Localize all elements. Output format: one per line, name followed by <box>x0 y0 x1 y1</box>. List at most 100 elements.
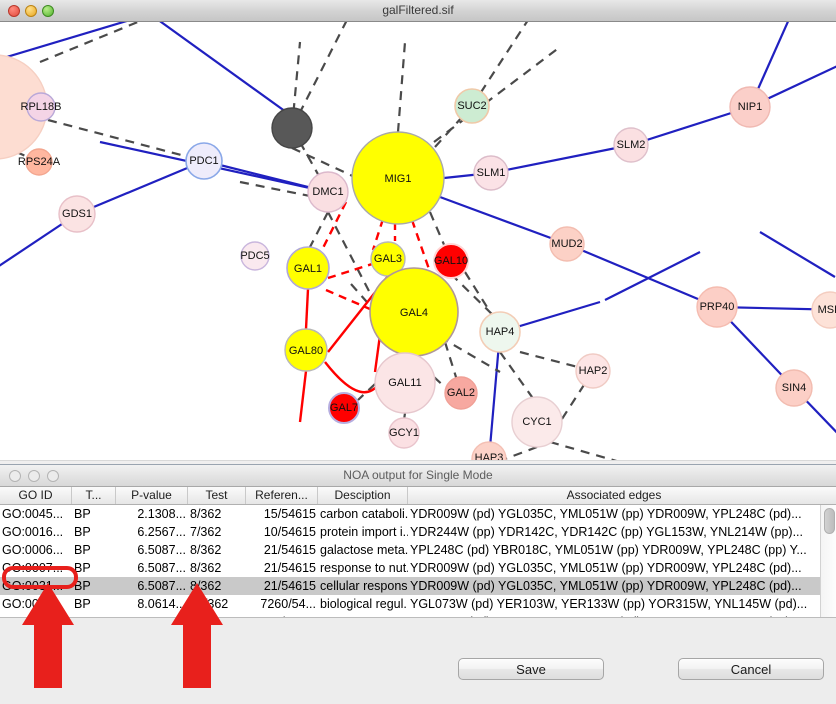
table-cell-edges: YPL248C (pd) YBR018C, YML051W (pp) YDR00… <box>410 543 807 557</box>
table-column-header[interactable]: Desciption <box>318 487 408 504</box>
svg-text:MSL5: MSL5 <box>818 304 836 316</box>
window-controls[interactable] <box>8 5 54 17</box>
table-row[interactable]: GO:0045... BP 2.1308... 8/362 15/54615 carbon… <box>0 505 820 523</box>
table-cell-test: 8/362 <box>190 543 222 557</box>
table-cell-edges: YDR244W (pp) YDR142C, YDR142C (pp) YGL15… <box>410 525 803 539</box>
table-cell-reference: 105/546... <box>246 613 318 617</box>
network-nodes: RPL18B RPS24A PDC1 GDS1 SUC2 DMC1 MIG1 S… <box>0 54 836 460</box>
table-cell-description: protein import i... <box>320 525 408 539</box>
table-cell-pvalue: 6.5087... <box>137 561 186 575</box>
window-titlebar[interactable]: galFiltered.sif <box>0 0 836 22</box>
svg-text:SLM1: SLM1 <box>477 167 506 179</box>
table-cell-go-id: GO:0007... <box>2 561 64 575</box>
svg-text:SIN4: SIN4 <box>782 382 806 394</box>
svg-text:SUC2: SUC2 <box>457 100 486 112</box>
table-cell-type: BP <box>72 613 116 617</box>
table-cell-test: 94/362 <box>190 597 229 611</box>
save-button[interactable]: Save <box>458 658 604 680</box>
dialog-titlebar[interactable]: NOA output for Single Mode <box>0 465 836 487</box>
table-row[interactable]: GO:0065... BP 8.0614... 94/362 7260/54... bio… <box>0 595 820 613</box>
table-cell-go-id: GO:0031... <box>0 613 72 617</box>
table-cell-edges: YDR009W (pd) YGL035C, YML051W (pp) YDR00… <box>410 579 802 593</box>
svg-text:HAP2: HAP2 <box>579 365 608 377</box>
table-cell-test: 7/362 <box>190 525 222 539</box>
table-cell-test: 8/362 <box>190 579 222 593</box>
table-cell-pvalue: 2.1308... <box>137 507 186 521</box>
table-cell-type: BP <box>74 507 91 521</box>
table-cell-type: BP <box>74 579 91 593</box>
table-cell-go-id: GO:0031... <box>2 579 64 593</box>
table-column-header[interactable]: GO ID <box>0 487 72 504</box>
zoom-icon[interactable] <box>47 470 59 482</box>
table-row[interactable]: GO:0007... BP 6.5087... 8/362 21/54615 respon… <box>0 559 820 577</box>
svg-text:NIP1: NIP1 <box>738 101 762 113</box>
table-cell-go-id: GO:0045... <box>2 507 64 521</box>
zoom-icon[interactable] <box>42 5 54 17</box>
table-cell-go-id: GO:0065... <box>2 597 64 611</box>
table-cell-edges: YGL073W (pd) YER103W, YER133W (pp) YOR31… <box>410 597 808 611</box>
table-cell-pvalue: 6.5087... <box>137 579 186 593</box>
table-body[interactable]: GO:0045... BP 2.1308... 8/362 15/54615 carbon… <box>0 505 820 617</box>
network-canvas[interactable]: .pp{stroke:#2020c0;stroke-width:2.2;fill… <box>0 22 836 460</box>
scrollbar-thumb[interactable] <box>824 508 835 534</box>
svg-text:GDS1: GDS1 <box>62 208 92 220</box>
table-vertical-scrollbar[interactable] <box>820 505 836 617</box>
table-cell-pvalue: 6.2567... <box>137 525 186 539</box>
dialog-title: NOA output for Single Mode <box>343 468 493 482</box>
table-column-header[interactable]: P-value <box>116 487 188 504</box>
table-cell-test: 8/362 <box>190 561 222 575</box>
table-cell-edges: YDR009W (pd) YGL035C, YML051W (pp) YDR00… <box>410 561 802 575</box>
table-cell-reference: 10/54615 <box>263 525 316 539</box>
table-cell-test: 12/362 <box>188 613 246 617</box>
svg-text:GAL1: GAL1 <box>294 263 322 275</box>
svg-text:PDC1: PDC1 <box>189 155 218 167</box>
svg-text:GAL80: GAL80 <box>289 345 323 357</box>
svg-text:DMC1: DMC1 <box>312 186 343 198</box>
table-cell-description: biological regul... <box>320 597 408 611</box>
table-cell-edges: YDR009W (pd) YGL035C, YML051W (pp) YDR00… <box>410 507 802 521</box>
svg-text:MIG1: MIG1 <box>385 173 412 185</box>
svg-text:HAP3: HAP3 <box>475 452 504 460</box>
table-cell-type: BP <box>74 543 91 557</box>
table-column-header[interactable]: Referen... <box>246 487 318 504</box>
close-icon[interactable] <box>8 5 20 17</box>
dialog-window-controls[interactable] <box>9 470 59 482</box>
table-column-header[interactable]: Associated edges <box>566 488 662 502</box>
table-cell-pvalue: 8.0614... <box>137 597 186 611</box>
svg-text:GAL3: GAL3 <box>374 253 402 265</box>
cancel-button[interactable]: Cancel <box>678 658 824 680</box>
svg-text:RPL18B: RPL18B <box>21 101 62 113</box>
table-cell-go-id: GO:0006... <box>2 543 64 557</box>
svg-text:CYC1: CYC1 <box>522 416 551 428</box>
table-column-header[interactable]: Test <box>188 487 246 504</box>
table-cell-type: BP <box>74 597 91 611</box>
minimize-icon[interactable] <box>28 470 40 482</box>
table-row[interactable]: GO:0031...BP1.3324...12/362105/546...res… <box>0 613 820 617</box>
minimize-icon[interactable] <box>25 5 37 17</box>
table-cell-reference: 7260/54... <box>260 597 316 611</box>
table-row[interactable]: GO:0006... BP 6.5087... 8/362 21/54615 galact… <box>0 541 820 559</box>
table-cell-description: carbon cataboli... <box>320 507 408 521</box>
svg-text:MUD2: MUD2 <box>551 238 582 250</box>
close-icon[interactable] <box>9 470 21 482</box>
table-cell-reference: 21/54615 <box>263 543 316 557</box>
table-cell-pvalue: 6.5087... <box>137 543 186 557</box>
table-row[interactable]: GO:0031... BP 6.5087... 8/362 21/54615 cellul… <box>0 577 820 595</box>
table-cell-type: BP <box>74 561 91 575</box>
window-title: galFiltered.sif <box>382 3 454 17</box>
table-cell-description: galactose meta... <box>320 543 408 557</box>
table-cell-go-id: GO:0016... <box>2 525 64 539</box>
table-cell-type: BP <box>74 525 91 539</box>
svg-text:GAL7: GAL7 <box>330 402 358 414</box>
results-table: GO ID T... P-value Test Referen... Desciption… <box>0 487 836 618</box>
table-column-header[interactable]: T... <box>72 487 116 504</box>
svg-text:PRP40: PRP40 <box>700 301 735 313</box>
svg-text:GAL10: GAL10 <box>434 255 468 267</box>
table-cell-edges: YFR034C (pd) YBR093C, YDR009W (pd) YGL03… <box>408 613 820 617</box>
svg-text:GAL2: GAL2 <box>447 387 475 399</box>
edges-protein-dna <box>0 22 618 460</box>
panel-splitter[interactable] <box>0 460 836 465</box>
table-row[interactable]: GO:0016... BP 6.2567... 7/362 10/54615 protei… <box>0 523 820 541</box>
table-cell-reference: 15/54615 <box>263 507 316 521</box>
